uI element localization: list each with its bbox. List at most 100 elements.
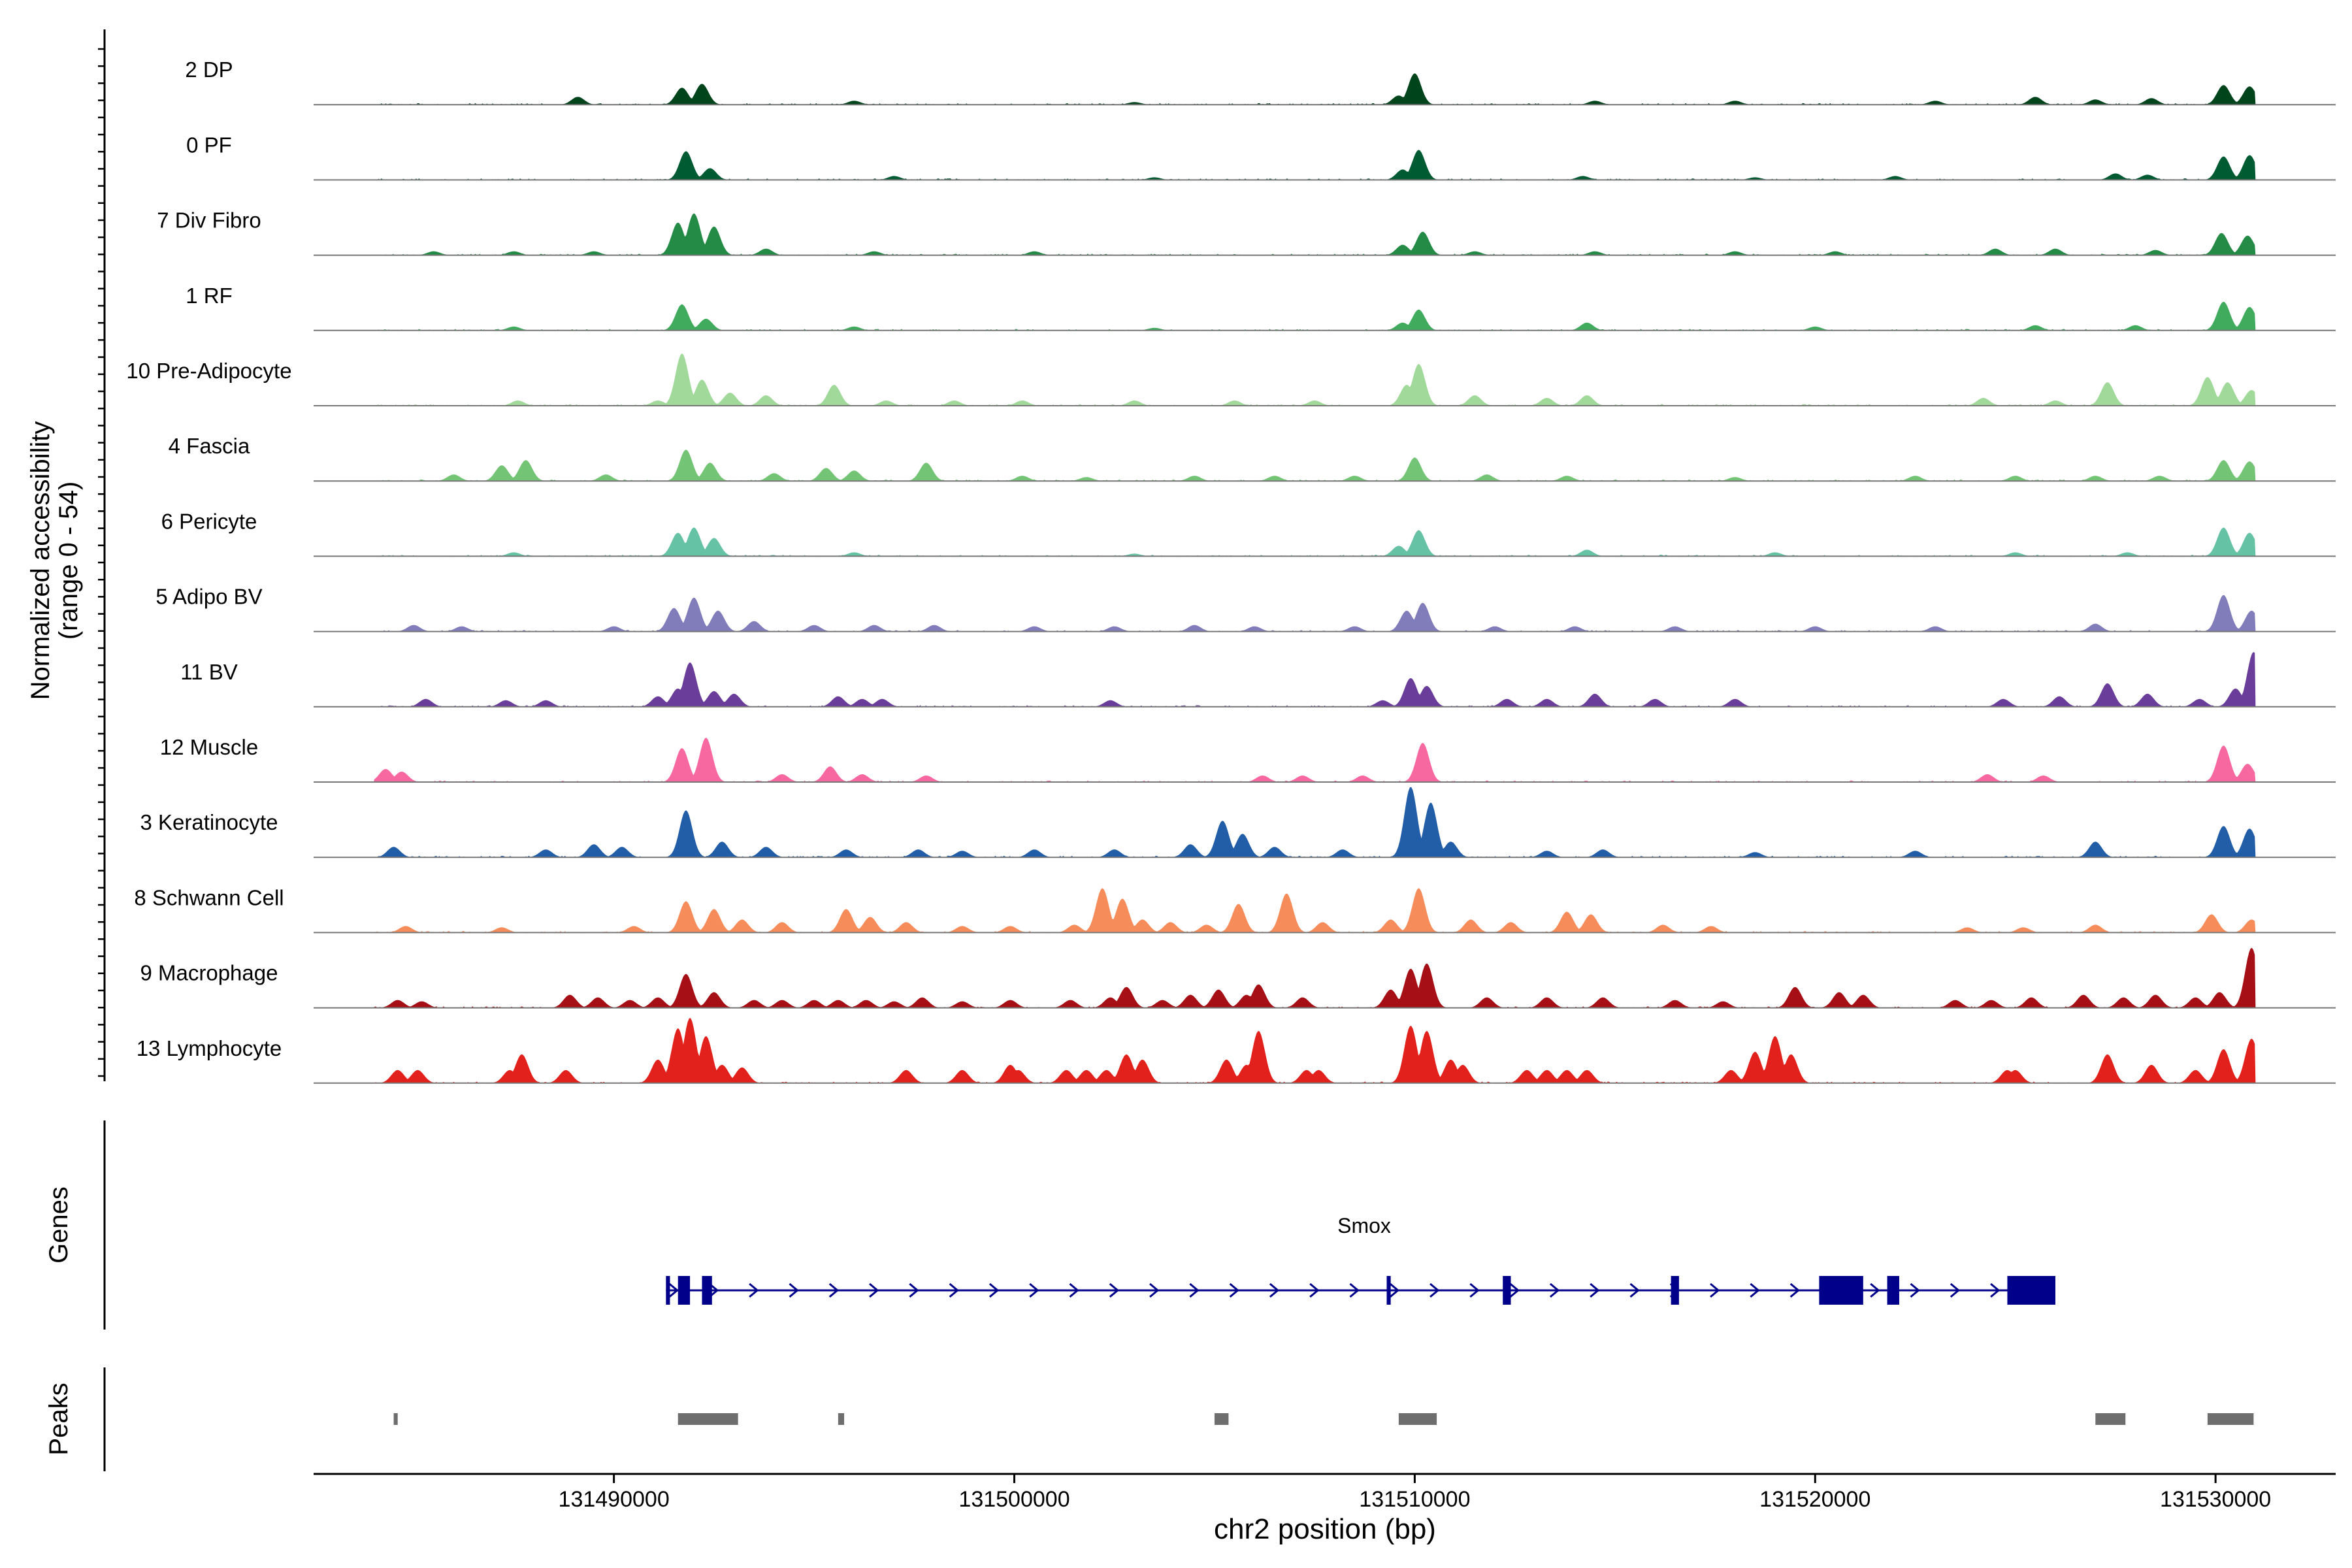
coverage-area [373, 150, 2256, 180]
track-9-macrophage: 9 Macrophage [140, 947, 2336, 1009]
exon [1503, 1276, 1511, 1305]
peaks-panel-label: Peaks [44, 1382, 73, 1455]
strand-arrow [1349, 1282, 1360, 1298]
track-label: 10 Pre-Adipocyte [126, 359, 291, 383]
strand-arrow [1429, 1282, 1440, 1298]
peak-region [2095, 1413, 2126, 1425]
track-7-div-fibro: 7 Div Fibro [157, 208, 2336, 256]
coverage-tracks: 2 DP 0 PF 7 Div Fibro 1 RF 10 Pre-Adipocyte 4… [126, 57, 2336, 1084]
coverage-area [373, 888, 2256, 933]
x-axis-ticks: 131490000 131500000 131510000 131520000 1315… [559, 1474, 2271, 1512]
strand-arrow [1269, 1282, 1280, 1298]
exon [1887, 1276, 1899, 1305]
strand-arrow [789, 1282, 799, 1298]
coverage-area [373, 73, 2256, 105]
track-4-fascia: 4 Fascia [169, 434, 2336, 482]
x-axis-label: chr2 position (bp) [1214, 1513, 1436, 1545]
track-0-pf: 0 PF [186, 133, 2336, 181]
strand-arrow [909, 1282, 919, 1298]
coverage-area [373, 651, 2256, 707]
y-axis-label-line2: (range 0 - 54) [54, 482, 83, 640]
y-axis-ticks [98, 48, 105, 1077]
track-3-keratinocyte: 3 Keratinocyte [140, 787, 2336, 858]
strand-arrow [949, 1282, 959, 1298]
strand-arrow [1029, 1282, 1039, 1298]
track-12-muscle: 12 Muscle [160, 735, 2336, 783]
strand-arrow [1990, 1282, 2001, 1298]
exon [666, 1276, 670, 1305]
track-10-pre-adipocyte: 10 Pre-Adipocyte [126, 353, 2336, 406]
strand-arrow [1549, 1282, 1560, 1298]
peak-region [393, 1413, 398, 1425]
x-tick-label: 131510000 [1359, 1487, 1470, 1512]
track-label: 13 Lymphocyte [137, 1036, 282, 1060]
track-11-bv: 11 BV [180, 651, 2336, 708]
peak-region [1398, 1413, 1437, 1425]
track-label: 6 Pericyte [161, 509, 257, 533]
coverage-area [373, 738, 2256, 782]
strand-arrow [1789, 1282, 1800, 1298]
strand-arrow [1870, 1282, 1880, 1298]
strand-arrow [1710, 1282, 1720, 1298]
strand-arrow [1069, 1282, 1079, 1298]
peak-regions [393, 1413, 2254, 1425]
strand-arrow [1229, 1282, 1239, 1298]
strand-arrow [1910, 1282, 1920, 1298]
track-label: 9 Macrophage [140, 961, 278, 985]
strand-arrow [708, 1282, 719, 1298]
coverage-area [373, 595, 2256, 632]
track-label: 12 Muscle [160, 735, 258, 759]
exon [702, 1276, 712, 1305]
track-label: 4 Fascia [169, 434, 250, 458]
track-label: 7 Div Fibro [157, 208, 261, 233]
coverage-area [373, 353, 2256, 406]
peak-region [678, 1413, 738, 1425]
strand-arrow [1590, 1282, 1600, 1298]
track-label: 3 Keratinocyte [140, 810, 278, 834]
genes-panel-label: Genes [44, 1186, 73, 1264]
peak-region [838, 1413, 845, 1425]
exon [1819, 1276, 1863, 1305]
track-13-lymphocyte: 13 Lymphocyte [137, 1018, 2336, 1084]
track-2-dp: 2 DP [185, 57, 2336, 106]
track-6-pericyte: 6 Pericyte [161, 509, 2336, 557]
coverage-area [373, 213, 2256, 255]
coverage-area [373, 1018, 2256, 1083]
track-1-rf: 1 RF [186, 284, 2336, 331]
strand-arrow [1149, 1282, 1160, 1298]
exon [2007, 1276, 2055, 1305]
strand-arrow [1189, 1282, 1200, 1298]
gene-name-label: Smox [1337, 1214, 1391, 1237]
strand-arrow [869, 1282, 879, 1298]
track-8-schwann-cell: 8 Schwann Cell [134, 885, 2336, 934]
strand-arrow [1950, 1282, 1961, 1298]
track-label: 5 Adipo BV [155, 585, 262, 609]
strand-arrow [668, 1282, 679, 1298]
track-5-adipo-bv: 5 Adipo BV [155, 585, 2336, 632]
exon [1386, 1276, 1391, 1305]
coverage-area [373, 527, 2256, 557]
exon [678, 1276, 691, 1305]
x-tick-label: 131500000 [958, 1487, 1070, 1512]
strand-arrow [1109, 1282, 1120, 1298]
strand-arrow [828, 1282, 840, 1298]
gene-model [666, 1276, 2055, 1305]
x-tick-label: 131520000 [1759, 1487, 1870, 1512]
coverage-area [373, 947, 2256, 1008]
coverage-area [373, 302, 2256, 331]
track-label: 0 PF [186, 133, 232, 157]
strand-arrow [1509, 1282, 1520, 1298]
y-axis-label-line1: Normalized accessibility [26, 421, 55, 700]
track-label: 2 DP [185, 57, 233, 82]
peak-region [2207, 1413, 2254, 1425]
track-label: 8 Schwann Cell [134, 885, 284, 909]
x-tick-label: 131530000 [2160, 1487, 2271, 1512]
track-label: 11 BV [180, 660, 237, 684]
track-label: 1 RF [186, 284, 233, 308]
strand-arrow [749, 1282, 759, 1298]
coverage-area [373, 449, 2256, 482]
coverage-area [373, 787, 2256, 858]
strand-arrow [1389, 1282, 1400, 1298]
strand-arrow [988, 1282, 1000, 1298]
